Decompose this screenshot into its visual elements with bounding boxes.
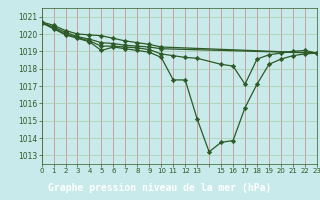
Text: Graphe pression niveau de la mer (hPa): Graphe pression niveau de la mer (hPa) (48, 183, 272, 193)
